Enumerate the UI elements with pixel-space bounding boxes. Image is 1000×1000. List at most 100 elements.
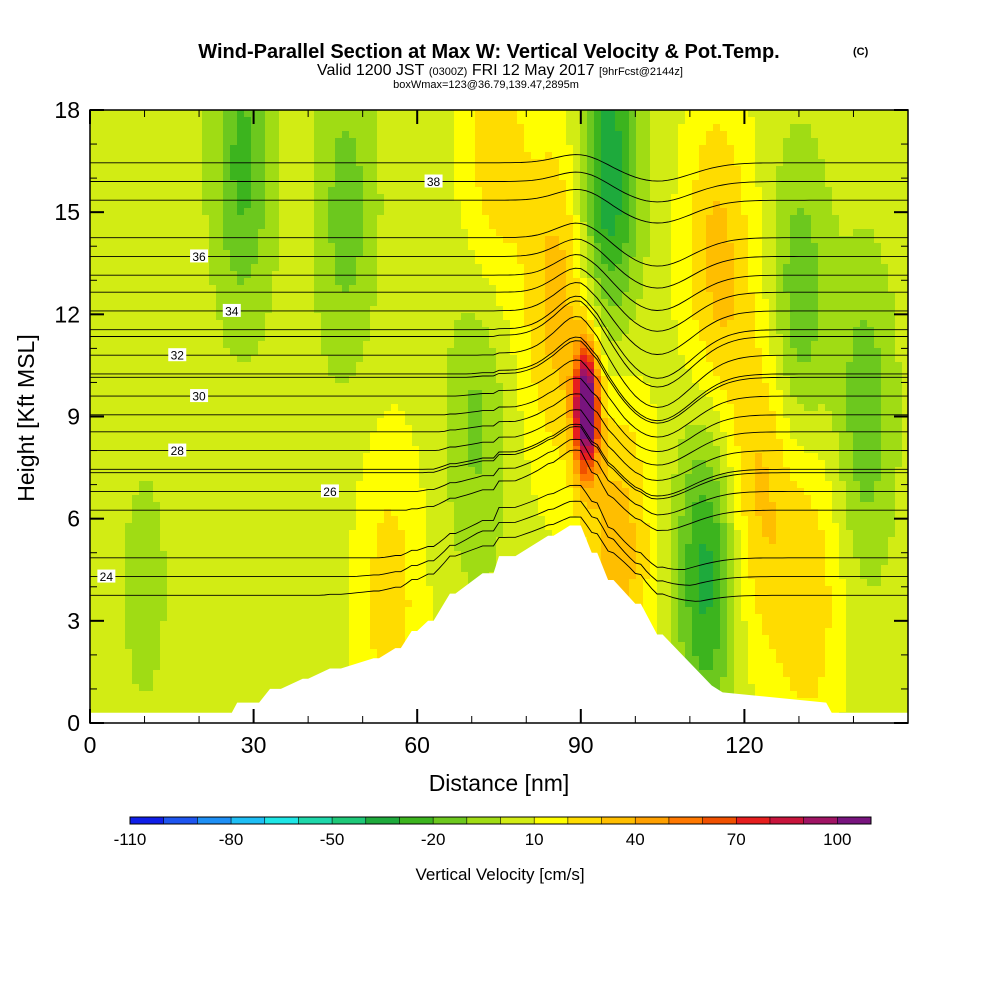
velocity-cell — [265, 376, 273, 384]
velocity-cell — [167, 383, 175, 391]
velocity-cell — [881, 397, 889, 405]
velocity-cell — [111, 110, 119, 118]
velocity-cell — [510, 313, 518, 321]
velocity-cell — [174, 194, 182, 202]
velocity-cell — [237, 243, 245, 251]
velocity-cell — [853, 110, 861, 118]
velocity-cell — [643, 390, 651, 398]
velocity-cell — [699, 201, 707, 209]
velocity-cell — [636, 355, 644, 363]
velocity-cell — [776, 341, 784, 349]
velocity-cell — [160, 187, 168, 195]
velocity-cell — [230, 383, 238, 391]
velocity-cell — [860, 292, 868, 300]
velocity-cell — [888, 194, 896, 202]
velocity-cell — [720, 208, 728, 216]
velocity-cell — [678, 376, 686, 384]
velocity-cell — [125, 131, 133, 139]
velocity-cell — [475, 138, 483, 146]
velocity-cell — [104, 285, 112, 293]
velocity-cell — [188, 404, 196, 412]
velocity-cell — [776, 145, 784, 153]
velocity-cell — [454, 187, 462, 195]
velocity-cell — [853, 362, 861, 370]
velocity-cell — [650, 355, 658, 363]
velocity-cell — [286, 145, 294, 153]
velocity-cell — [118, 208, 126, 216]
velocity-cell — [524, 334, 532, 342]
velocity-cell — [426, 264, 434, 272]
velocity-cell — [496, 243, 504, 251]
chart-title: Wind-Parallel Section at Max W: Vertical… — [198, 41, 779, 63]
velocity-cell — [251, 236, 259, 244]
velocity-cell — [97, 117, 105, 125]
velocity-cell — [433, 145, 441, 153]
velocity-cell — [153, 180, 161, 188]
velocity-cell — [692, 348, 700, 356]
velocity-cell — [531, 271, 539, 279]
velocity-cell — [538, 341, 546, 349]
velocity-cell — [895, 187, 903, 195]
velocity-cell — [349, 229, 357, 237]
velocity-cell — [720, 138, 728, 146]
velocity-cell — [783, 215, 791, 223]
velocity-cell — [531, 117, 539, 125]
velocity-cell — [678, 257, 686, 265]
velocity-cell — [342, 376, 350, 384]
velocity-cell — [489, 131, 497, 139]
velocity-cell — [643, 117, 651, 125]
velocity-cell — [111, 243, 119, 251]
velocity-cell — [125, 187, 133, 195]
velocity-cell — [895, 117, 903, 125]
velocity-cell — [636, 222, 644, 230]
velocity-cell — [643, 369, 651, 377]
velocity-cell — [342, 327, 350, 335]
velocity-cell — [370, 369, 378, 377]
velocity-cell — [139, 138, 147, 146]
velocity-cell — [363, 201, 371, 209]
velocity-cell — [503, 327, 511, 335]
velocity-cell — [692, 278, 700, 286]
velocity-cell — [888, 369, 896, 377]
velocity-cell — [713, 180, 721, 188]
velocity-cell — [384, 257, 392, 265]
velocity-cell — [902, 187, 908, 195]
velocity-cell — [727, 271, 735, 279]
velocity-cell — [531, 173, 539, 181]
velocity-cell — [860, 229, 868, 237]
velocity-cell — [699, 292, 707, 300]
velocity-cell — [195, 166, 203, 174]
velocity-cell — [706, 264, 714, 272]
velocity-cell — [251, 341, 259, 349]
velocity-cell — [426, 397, 434, 405]
velocity-cell — [566, 131, 574, 139]
velocity-cell — [559, 236, 567, 244]
velocity-cell — [398, 320, 406, 328]
velocity-cell — [678, 243, 686, 251]
velocity-cell — [601, 278, 609, 286]
velocity-cell — [237, 194, 245, 202]
velocity-cell — [475, 208, 483, 216]
velocity-cell — [790, 313, 798, 321]
velocity-cell — [398, 397, 406, 405]
velocity-cell — [153, 313, 161, 321]
velocity-cell — [251, 152, 259, 160]
velocity-cell — [440, 173, 448, 181]
velocity-cell — [104, 194, 112, 202]
velocity-cell — [300, 404, 308, 412]
velocity-cell — [447, 264, 455, 272]
velocity-cell — [475, 152, 483, 160]
velocity-cell — [839, 313, 847, 321]
velocity-cell — [832, 278, 840, 286]
velocity-cell — [853, 390, 861, 398]
velocity-cell — [524, 215, 532, 223]
velocity-cell — [461, 397, 469, 405]
velocity-cell — [265, 187, 273, 195]
velocity-cell — [314, 208, 322, 216]
velocity-cell — [699, 208, 707, 216]
velocity-cell — [349, 306, 357, 314]
velocity-cell — [111, 362, 119, 370]
velocity-cell — [797, 201, 805, 209]
velocity-cell — [356, 327, 364, 335]
velocity-cell — [713, 215, 721, 223]
